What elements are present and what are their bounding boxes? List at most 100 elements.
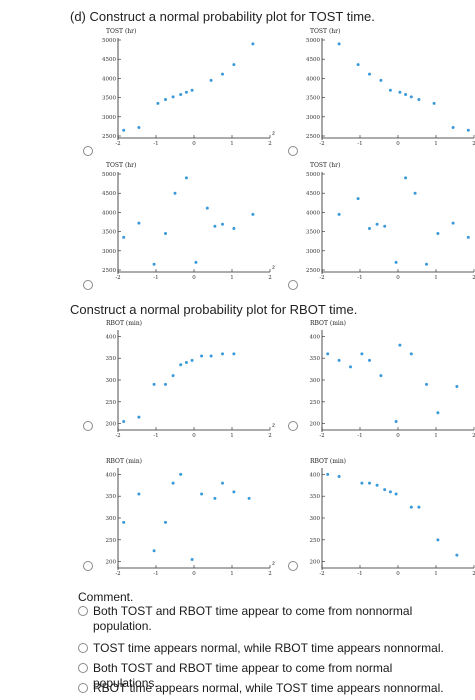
data-point	[164, 382, 167, 386]
tost-radio-4[interactable]	[288, 280, 298, 290]
data-point	[455, 553, 459, 557]
comment-radio-3[interactable]	[78, 663, 88, 673]
tost-radio-1[interactable]	[83, 146, 93, 156]
y-tick-label: 400	[310, 334, 321, 340]
rbot-plot-option-3: RBOT (min) 200 250 300 350 400 -2 -1 0 1 2 z	[92, 456, 277, 582]
y-tick-label: 300	[106, 516, 117, 522]
data-point	[337, 475, 341, 479]
data-point	[417, 505, 421, 509]
tost-heading: (d) Construct a normal probability plot …	[70, 9, 375, 24]
x-tick-label: -1	[357, 275, 362, 281]
data-point	[171, 374, 175, 378]
y-tick-label: 3000	[102, 115, 116, 121]
y-tick-label: 250	[106, 400, 117, 406]
comment-option-2[interactable]: TOST time appears normal, while RBOT tim…	[78, 641, 453, 656]
data-point	[156, 101, 160, 105]
x-tick-label: -2	[115, 141, 120, 147]
data-point	[164, 232, 167, 236]
data-point	[349, 365, 352, 369]
y-tick-label: 4000	[306, 210, 320, 216]
x-tick-label: 2	[268, 433, 272, 439]
data-point	[213, 496, 217, 500]
comment-radio-4[interactable]	[78, 683, 88, 693]
data-point	[205, 206, 209, 210]
data-point	[432, 101, 436, 105]
rbot-radio-1[interactable]	[83, 421, 93, 431]
data-point	[394, 492, 398, 496]
y-tick-label: 3000	[102, 249, 116, 255]
data-point	[194, 260, 198, 264]
data-point	[137, 126, 141, 130]
y-axis-label: TOST (hr)	[106, 162, 136, 169]
tost-plot-option-3: TOST (hr) 2500 3000 3500 4000 4500 5000 -2 -1 0 1 2…	[92, 160, 277, 286]
data-point	[425, 262, 428, 266]
y-tick-label: 2500	[102, 268, 116, 274]
x-tick-label: -1	[357, 433, 362, 439]
data-point	[221, 352, 224, 356]
x-tick-label: -2	[319, 571, 324, 577]
x-tick-label: -2	[115, 275, 120, 281]
x-tick-label: -2	[319, 141, 324, 147]
comment-option-3[interactable]: Both TOST and RBOT time appear to come f…	[78, 661, 453, 691]
comment-option-4[interactable]: RBOT time appears normal, while TOST tim…	[78, 681, 453, 696]
y-axis-label: TOST (hr)	[310, 162, 340, 169]
y-tick-label: 200	[106, 560, 117, 566]
data-point	[232, 63, 236, 67]
x-tick-label: 2	[268, 141, 272, 147]
y-tick-label: 5000	[102, 172, 116, 178]
data-point	[232, 352, 236, 356]
x-tick-label: 2	[268, 275, 272, 281]
data-point	[356, 197, 360, 201]
rbot-radio-2[interactable]	[288, 421, 298, 431]
data-point	[375, 222, 379, 226]
x-tick-label: -1	[153, 275, 158, 281]
comment-radio-2[interactable]	[78, 643, 88, 653]
x-tick-label: -2	[115, 571, 120, 577]
x-tick-label: -2	[115, 433, 120, 439]
y-tick-label: 4500	[102, 191, 116, 197]
x-tick-label: 0	[192, 433, 196, 439]
tost-plot-option-2: TOST (hr) 2500 3000 3500 4000 4500 5000 -2 -1 0 1 2…	[296, 26, 475, 152]
y-tick-label: 4000	[102, 76, 116, 82]
rbot-plot-option-1: RBOT (min) 200 250 300 350 400 -2 -1 0 1 2 z	[92, 318, 277, 444]
y-tick-label: 4000	[102, 210, 116, 216]
x-tick-label: 2	[472, 433, 475, 439]
comment-option-1[interactable]: Both TOST and RBOT time appear to come f…	[78, 604, 453, 634]
x-tick-label: 0	[396, 141, 400, 147]
data-point	[152, 549, 156, 553]
y-tick-label: 350	[310, 356, 321, 362]
rbot-radio-4[interactable]	[288, 561, 298, 571]
data-point	[379, 374, 383, 378]
data-point	[379, 78, 383, 82]
data-point	[179, 363, 183, 367]
data-point	[417, 98, 421, 102]
data-point	[221, 222, 224, 226]
x-tick-label: 1	[434, 571, 438, 577]
tost-plot-option-4: TOST (hr) 2500 3000 3500 4000 4500 5000 -2 -1 0 1 2…	[296, 160, 475, 286]
data-point	[383, 224, 387, 228]
x-tick-label: 2	[472, 141, 475, 147]
x-tick-label: -1	[153, 571, 158, 577]
y-tick-label: 2500	[306, 268, 320, 274]
y-axis-label: TOST (hr)	[310, 28, 340, 35]
y-tick-label: 4500	[306, 191, 320, 197]
y-tick-label: 250	[106, 538, 117, 544]
data-point	[209, 354, 213, 358]
data-point	[436, 538, 440, 542]
x-tick-label: 1	[230, 433, 234, 439]
y-tick-label: 3500	[102, 230, 116, 236]
rbot-radio-3[interactable]	[83, 561, 93, 571]
data-point	[413, 191, 417, 195]
y-tick-label: 5000	[306, 172, 320, 178]
y-axis-label: RBOT (min)	[310, 458, 346, 465]
data-point	[394, 419, 398, 423]
data-point	[436, 232, 440, 236]
tost-radio-3[interactable]	[83, 280, 93, 290]
y-axis-label: TOST (hr)	[106, 28, 136, 35]
tost-radio-2[interactable]	[288, 146, 298, 156]
comment-radio-1[interactable]	[78, 606, 88, 616]
data-point	[200, 354, 204, 358]
data-point	[388, 490, 392, 494]
data-point	[179, 93, 183, 97]
